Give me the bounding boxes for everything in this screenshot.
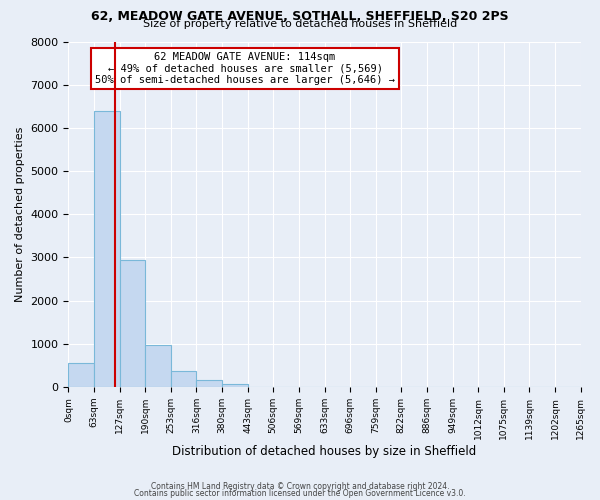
Y-axis label: Number of detached properties: Number of detached properties (15, 126, 25, 302)
Bar (196, 380, 222, 387)
Text: Contains HM Land Registry data © Crown copyright and database right 2024.: Contains HM Land Registry data © Crown c… (151, 482, 449, 491)
Bar (120, 260, 145, 387)
Bar (68, 364, 94, 387)
Text: 62 MEADOW GATE AVENUE: 114sqm
← 49% of detached houses are smaller (5,569)
50% o: 62 MEADOW GATE AVENUE: 114sqm ← 49% of d… (95, 52, 395, 85)
X-axis label: Distribution of detached houses by size in Sheffield: Distribution of detached houses by size … (172, 444, 476, 458)
Bar (171, 370, 196, 387)
Bar (94, 110, 120, 387)
Text: Size of property relative to detached houses in Sheffield: Size of property relative to detached ho… (143, 19, 457, 29)
Text: 62, MEADOW GATE AVENUE, SOTHALL, SHEFFIELD, S20 2PS: 62, MEADOW GATE AVENUE, SOTHALL, SHEFFIE… (91, 10, 509, 23)
Bar (222, 384, 248, 387)
Text: Contains public sector information licensed under the Open Government Licence v3: Contains public sector information licen… (134, 489, 466, 498)
Bar (145, 345, 171, 387)
